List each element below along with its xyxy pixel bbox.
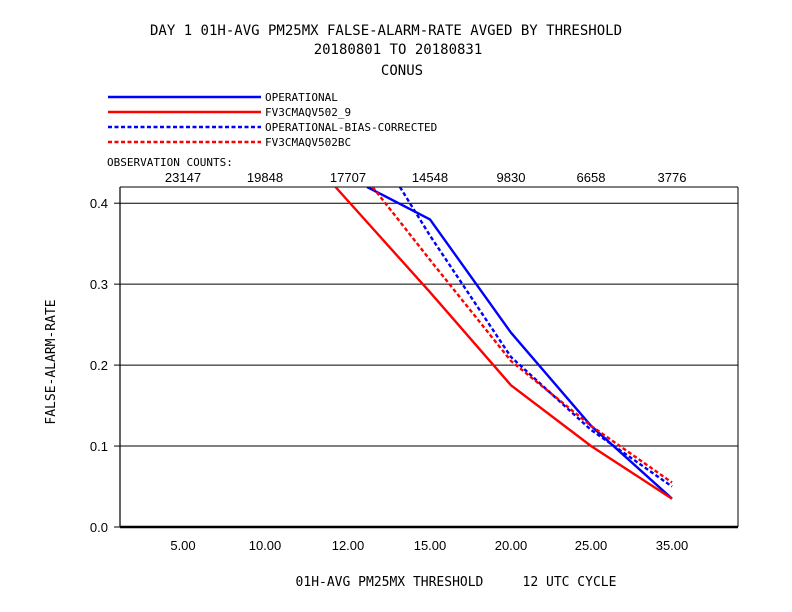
x-tick-labels: 5.00 10.00 12.00 15.00 20.00 25.00 35.00 [170,538,688,553]
observation-count: 19848 [247,170,283,185]
y-axis-label: FALSE-ALARM-RATE [44,299,59,424]
series-line [371,187,673,484]
observation-counts: 23147 19848 17707 14548 9830 6658 3776 [165,170,687,185]
observation-count: 9830 [497,170,526,185]
chart-title-line-1: DAY 1 01H-AVG PM25MX FALSE-ALARM-RATE AV… [150,23,622,39]
y-tick-label: 0.3 [90,277,108,292]
y-tick-label: 0.2 [90,358,108,373]
x-tick-label: 12.00 [332,538,365,553]
legend-label: OPERATIONAL [265,91,338,104]
x-tick-label: 5.00 [170,538,195,553]
x-tick-label: 20.00 [495,538,528,553]
series-line [398,187,673,488]
observation-count: 23147 [165,170,201,185]
legend-label: FV3CMAQV502BC [265,136,351,149]
observation-counts-label: OBSERVATION COUNTS: [107,156,233,169]
chart-title-line-3: CONUS [381,63,423,79]
observation-count: 3776 [658,170,687,185]
y-tick-labels: 0.0 0.1 0.2 0.3 0.4 [90,196,108,535]
y-tick-label: 0.1 [90,439,108,454]
x-axis-label: 01H-AVG PM25MX THRESHOLD 12 UTC CYCLE [296,575,617,590]
chart-title-line-2: 20180801 TO 20180831 [314,42,483,58]
x-tick-label: 15.00 [414,538,447,553]
legend-label: OPERATIONAL-BIAS-CORRECTED [265,121,437,134]
legend: OPERATIONAL FV3CMAQV502_9 OPERATIONAL-BIAS… [108,91,437,149]
chart-title: DAY 1 01H-AVG PM25MX FALSE-ALARM-RATE AV… [150,23,622,79]
series-line [366,187,673,500]
y-tick-label: 0.0 [90,520,108,535]
x-tick-label: 25.00 [575,538,608,553]
axes [119,186,739,529]
observation-count: 17707 [330,170,366,185]
observation-count: 6658 [577,170,606,185]
series-lines [334,187,673,500]
observation-count: 14548 [412,170,448,185]
legend-label: FV3CMAQV502_9 [265,106,351,119]
y-tick-label: 0.4 [90,196,108,211]
grid-lines [114,202,738,528]
series-line [334,187,673,500]
x-tick-label: 35.00 [656,538,689,553]
x-tick-label: 10.00 [249,538,282,553]
